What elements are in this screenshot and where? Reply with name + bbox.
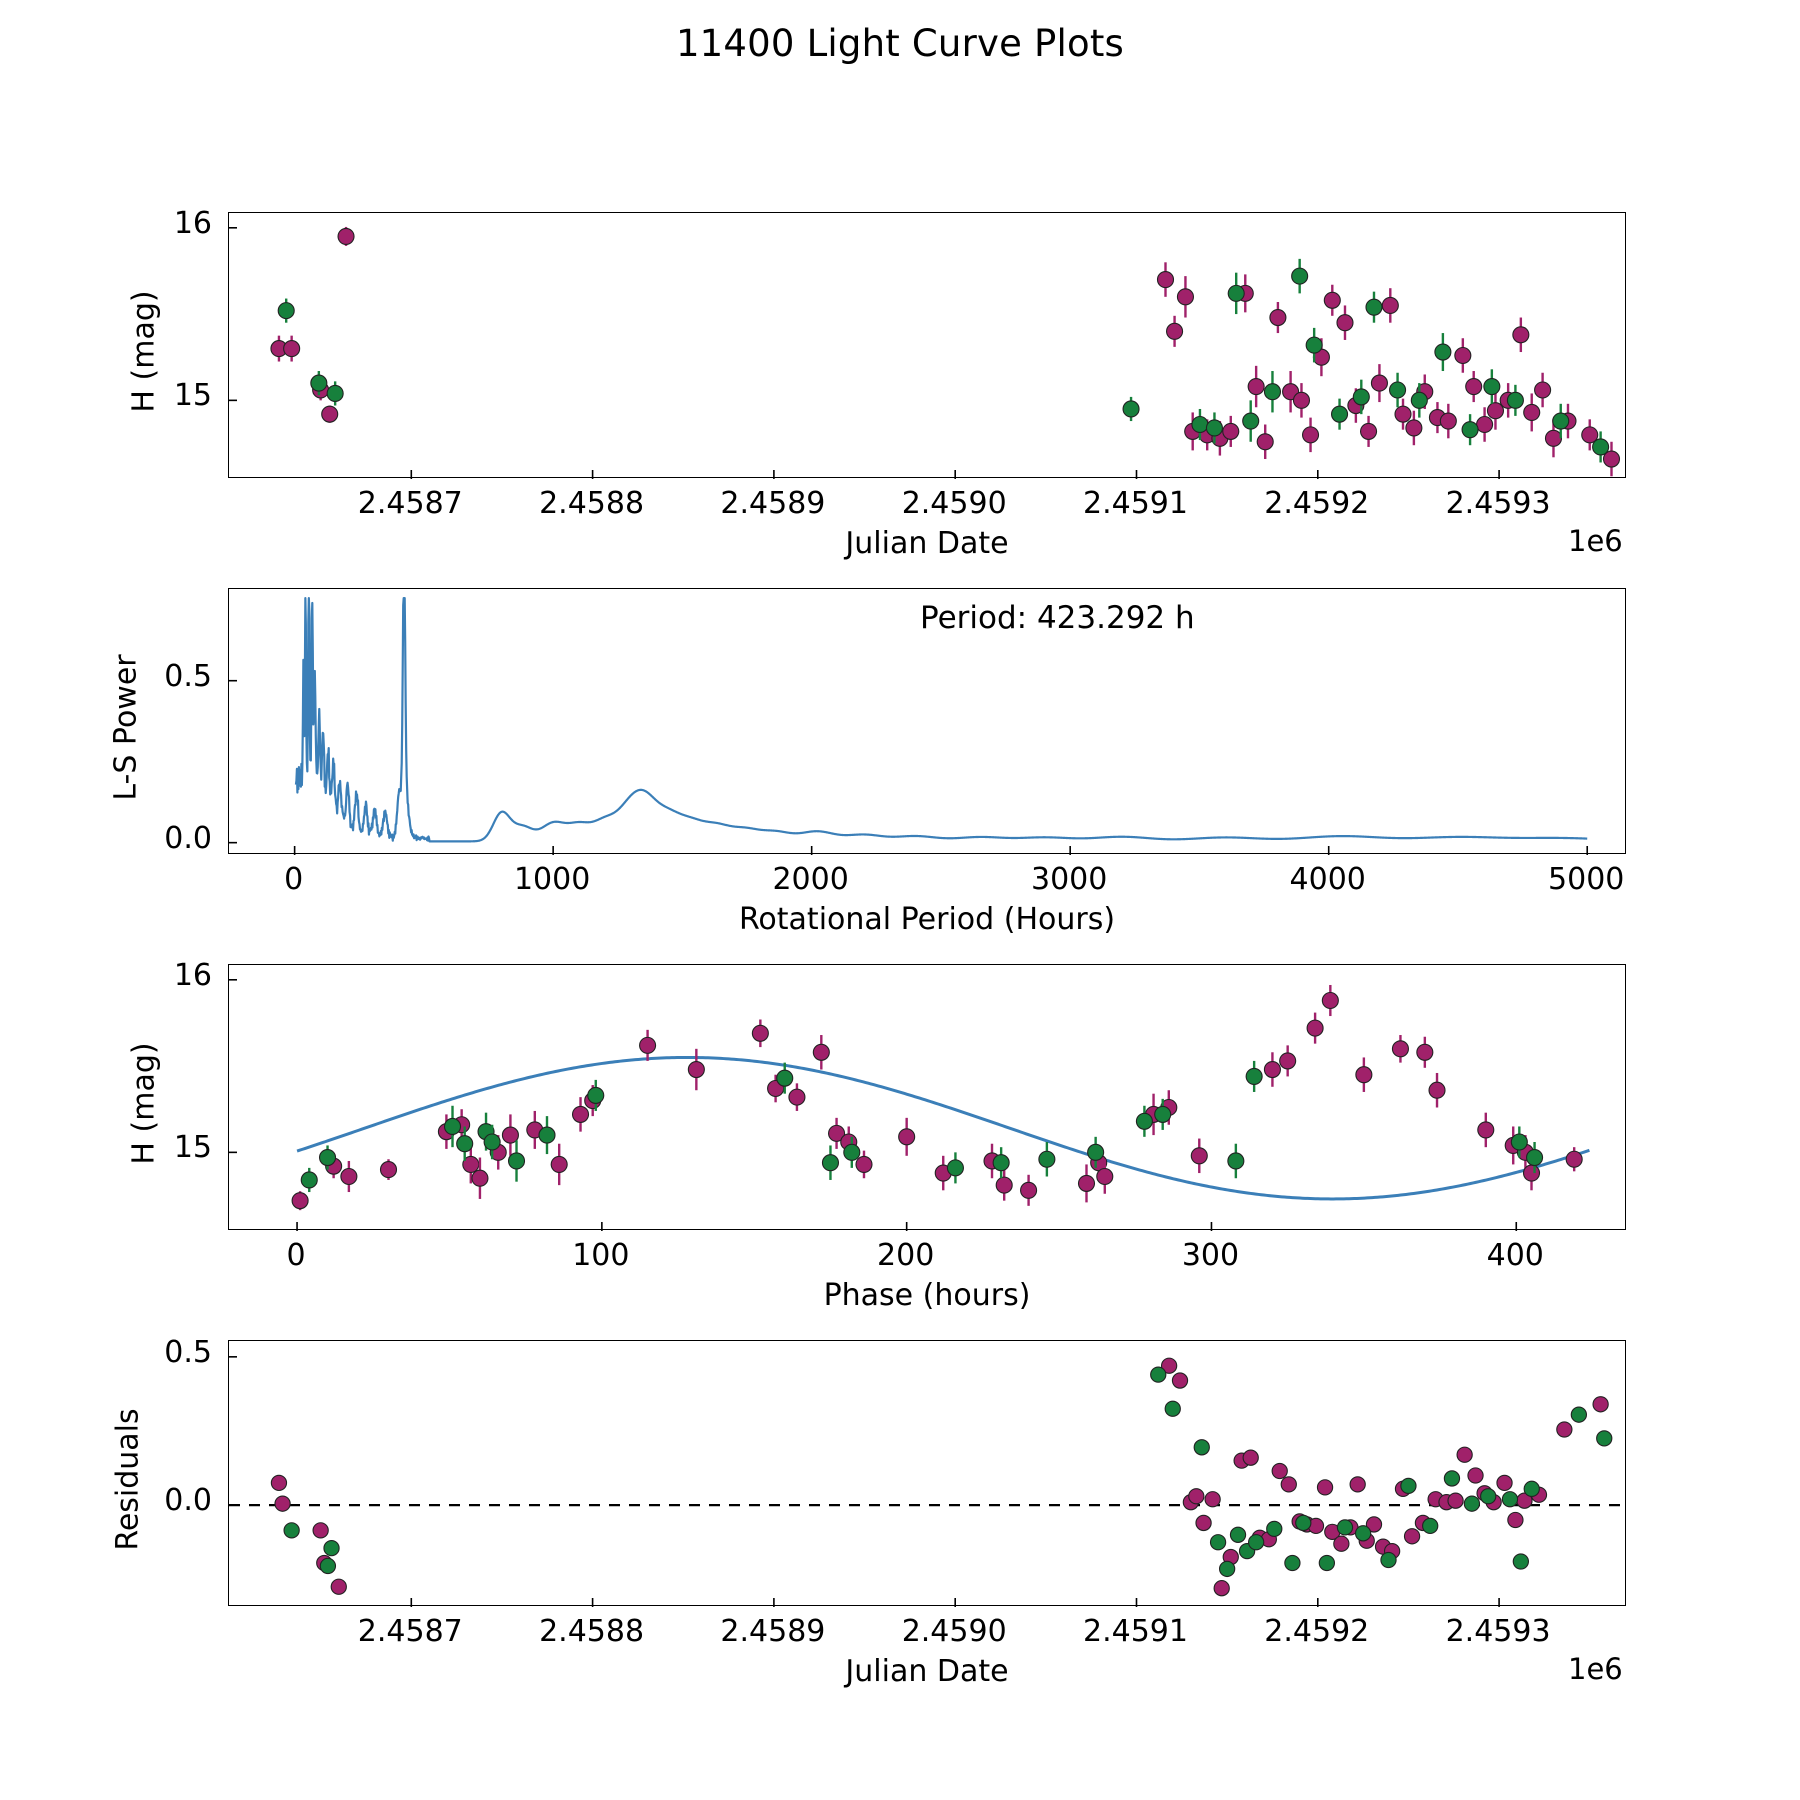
x-tick-label: 2.4592 <box>1264 486 1370 521</box>
x-tick-label: 2000 <box>772 862 849 897</box>
x-tick-label: 2.4589 <box>720 486 826 521</box>
residuals-panel <box>228 1340 1627 1607</box>
x-tick-label: 3000 <box>1030 862 1108 897</box>
x-tick-label: 300 <box>1181 1238 1240 1273</box>
x-tick-label: 0 <box>284 862 304 897</box>
x-tick-label: 2.4590 <box>901 1614 1007 1649</box>
period-annotation: Period: 423.292 h <box>920 600 1195 636</box>
y-tick-label: 16 <box>173 205 212 241</box>
x-tick-label: 2.4588 <box>539 1614 645 1649</box>
x-tick-label: 2.4591 <box>1082 486 1188 521</box>
x-tick-label: 2.4593 <box>1445 1614 1551 1649</box>
periodogram-plot-area <box>229 597 1589 855</box>
x-tick-label: 2.4593 <box>1445 486 1551 521</box>
figure-title: 11400 Light Curve Plots <box>675 22 1125 65</box>
y-tick-label: 15 <box>173 378 212 414</box>
y-tick-label: 0.0 <box>164 820 212 856</box>
x-tick-label: 2.4590 <box>901 486 1007 521</box>
phase-folded-x-axis-label: Phase (hours) <box>823 1278 1031 1313</box>
light-curve-panel <box>228 212 1626 479</box>
x-tick-label: 2.4587 <box>357 486 463 521</box>
light-curve-plot-area <box>229 226 1621 479</box>
x-tick-label: 400 <box>1486 1238 1544 1273</box>
light-curve-y-axis-label: H (mag) <box>126 290 162 413</box>
y-tick-label: 16 <box>173 957 212 993</box>
light-curve-x-offset-label: 1e6 <box>1568 524 1623 558</box>
residuals-x-offset-label: 1e6 <box>1568 1652 1623 1686</box>
x-tick-label: 4000 <box>1289 862 1366 897</box>
phase-folded-plot-area <box>229 979 1590 1231</box>
x-tick-label: 2.4589 <box>720 1614 826 1649</box>
phase-folded-y-axis-label: H (mag) <box>126 1042 162 1165</box>
x-tick-label: 2.4592 <box>1264 1614 1370 1649</box>
phase-folded-panel <box>228 964 1626 1231</box>
light-curve-x-axis-label: Julian Date <box>845 526 1009 561</box>
x-tick-label: 1000 <box>513 862 591 897</box>
periodogram-panel <box>228 588 1626 855</box>
y-tick-label: 0.5 <box>164 1334 212 1370</box>
residuals-x-axis-label: Julian Date <box>845 1654 1009 1689</box>
x-tick-label: 2.4588 <box>539 486 645 521</box>
residuals-y-axis-label: Residuals <box>110 1408 146 1551</box>
residuals-plot-area <box>229 1356 1627 1607</box>
y-tick-label: 15 <box>173 1130 212 1166</box>
y-tick-label: 0.0 <box>164 1483 212 1519</box>
x-tick-label: 0 <box>286 1238 306 1273</box>
x-tick-label: 2.4591 <box>1082 1614 1188 1649</box>
x-tick-label: 200 <box>877 1238 935 1273</box>
x-tick-label: 2.4587 <box>357 1614 463 1649</box>
x-tick-label: 100 <box>572 1238 630 1273</box>
y-tick-label: 0.5 <box>164 658 212 694</box>
x-tick-label: 5000 <box>1548 862 1625 897</box>
periodogram-x-axis-label: Rotational Period (Hours) <box>738 902 1116 937</box>
